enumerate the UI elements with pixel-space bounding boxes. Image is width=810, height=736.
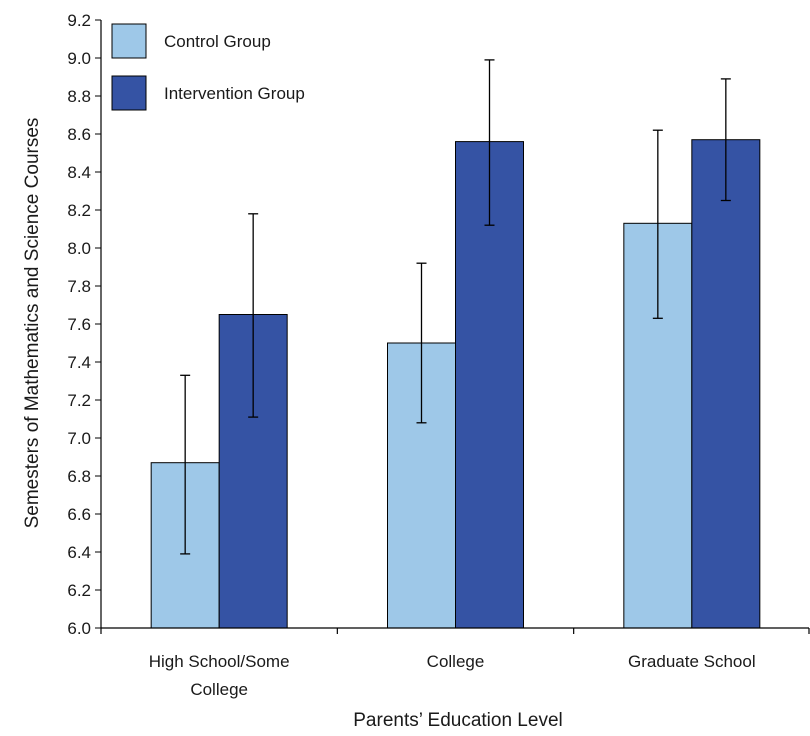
y-tick-label: 7.4: [67, 353, 91, 372]
y-tick-label: 6.2: [67, 581, 91, 600]
error-bars: [180, 59, 731, 555]
legend-swatch: [111, 75, 147, 111]
y-tick-label: 8.4: [67, 163, 91, 182]
y-tick-label: 8.0: [67, 239, 91, 258]
y-tick-label: 7.6: [67, 315, 91, 334]
legend-label: Control Group: [164, 32, 271, 51]
axes: [100, 20, 810, 634]
x-category-label: College: [190, 680, 248, 699]
y-tick-label: 8.8: [67, 87, 91, 106]
bar: [691, 139, 761, 629]
bars: [150, 139, 761, 629]
y-tick-label: 7.0: [67, 429, 91, 448]
y-tick-label: 6.8: [67, 467, 91, 486]
legend-swatch: [111, 23, 147, 59]
y-tick-label: 6.4: [67, 543, 91, 562]
x-axis-title: Parents’ Education Level: [353, 710, 562, 731]
y-tick-label: 9.0: [67, 49, 91, 68]
y-tick-label: 6.0: [67, 619, 91, 638]
y-tick-label: 9.2: [67, 11, 91, 30]
x-category-label: College: [427, 652, 485, 671]
x-axis-categories: High School/Some College College Graduate S…: [149, 652, 756, 699]
y-tick-label: 7.2: [67, 391, 91, 410]
y-axis: 6.0 6.2 6.4 6.6 6.8 7.0 7.2 7.4 7.6 7.8 8.0 8.2 8.4 8…: [67, 11, 101, 638]
legend: Control Group Intervention Group: [111, 23, 305, 111]
legend-label: Intervention Group: [164, 84, 305, 103]
y-axis-title: Semesters of Mathematics and Science Cou…: [22, 118, 43, 529]
y-tick-label: 6.6: [67, 505, 91, 524]
y-tick-label: 7.8: [67, 277, 91, 296]
x-category-label: Graduate School: [628, 652, 756, 671]
y-tick-label: 8.6: [67, 125, 91, 144]
x-category-label: High School/Some: [149, 652, 290, 671]
y-tick-label: 8.2: [67, 201, 91, 220]
